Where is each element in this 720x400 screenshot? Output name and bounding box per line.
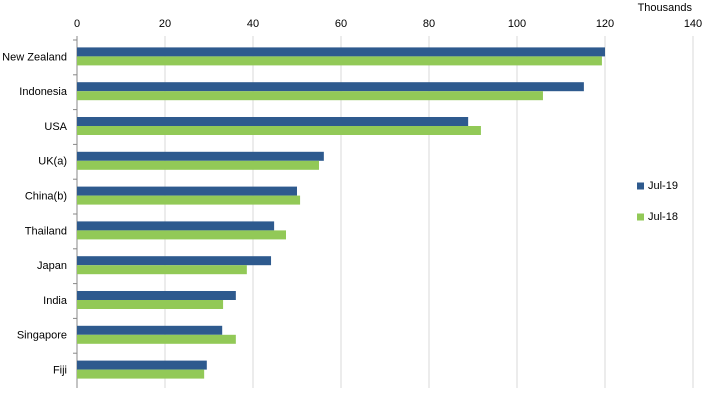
- bar: [77, 265, 247, 275]
- bar: [77, 256, 272, 266]
- bar: [77, 160, 319, 170]
- bar: [77, 230, 286, 240]
- bar: [77, 126, 481, 135]
- bar: [77, 82, 584, 92]
- legend-swatch: [637, 182, 644, 190]
- legend-swatch: [637, 213, 644, 221]
- bar: [77, 291, 236, 300]
- bar: [77, 221, 275, 231]
- y-tick-label: Japan: [37, 260, 67, 272]
- y-tick-label: China(b): [25, 191, 67, 203]
- x-tick-label: 60: [335, 18, 347, 30]
- x-tick-label: 20: [159, 18, 171, 30]
- bar: [77, 56, 602, 66]
- y-tick-label: New Zealand: [2, 51, 67, 63]
- bar: [77, 300, 224, 309]
- y-tick-label: Fiji: [53, 365, 67, 377]
- y-tick-label: UK(a): [38, 156, 67, 168]
- x-tick-label: 80: [423, 18, 435, 30]
- bar: [77, 151, 324, 161]
- y-tick-label: India: [43, 295, 68, 307]
- x-tick-label: 140: [684, 18, 702, 30]
- bar: [77, 334, 236, 344]
- x-tick-label: 40: [247, 18, 259, 30]
- bar: [77, 47, 605, 57]
- y-tick-label: USA: [44, 121, 67, 133]
- legend-label: Jul-19: [648, 180, 678, 192]
- y-tick-label: Singapore: [17, 330, 67, 342]
- y-tick-label: Thailand: [25, 225, 67, 237]
- bar: [77, 360, 207, 370]
- bar: [77, 195, 301, 205]
- x-tick-label: 120: [596, 18, 614, 30]
- bar: [77, 117, 469, 126]
- bar: [77, 369, 205, 379]
- y-tick-label: Indonesia: [19, 86, 68, 98]
- x-tick-label: 100: [508, 18, 526, 30]
- unit-label: Thousands: [638, 2, 693, 14]
- bar: [77, 186, 297, 196]
- legend-label: Jul-18: [648, 211, 678, 223]
- x-tick-label: 0: [74, 18, 80, 30]
- bar: [77, 325, 223, 335]
- bar: [77, 91, 543, 101]
